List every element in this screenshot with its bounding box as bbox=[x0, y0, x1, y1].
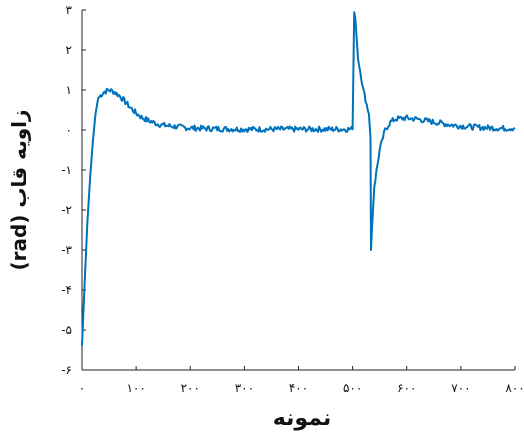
x-tick-label: ۸۰۰ bbox=[505, 381, 524, 395]
y-tick-label: -۴ bbox=[61, 283, 72, 297]
y-tick-label: ۳ bbox=[66, 3, 73, 17]
x-tick-label: ۰ bbox=[79, 381, 85, 395]
x-tick-label: ۳۰۰ bbox=[235, 381, 254, 395]
x-tick-label: ۴۰۰ bbox=[289, 381, 308, 395]
x-tick-label: ۶۰۰ bbox=[397, 381, 416, 395]
y-tick-label: -۲ bbox=[61, 203, 72, 217]
y-tick-label: ۱ bbox=[66, 83, 72, 97]
y-tick-label: -۵ bbox=[61, 323, 72, 337]
y-axis-title: زاویه قاب (rad) bbox=[7, 109, 31, 270]
y-tick-label: ۲ bbox=[66, 43, 72, 57]
y-tick-label: ۰ bbox=[66, 123, 72, 137]
x-axis-title: نمونه bbox=[273, 406, 331, 431]
y-tick-label: -۶ bbox=[61, 363, 72, 377]
plot-area bbox=[81, 11, 516, 347]
x-tick-label: ۵۰۰ bbox=[343, 381, 362, 395]
x-tick-label: ۱۰۰ bbox=[126, 381, 145, 395]
axes bbox=[81, 9, 516, 371]
series-line bbox=[81, 11, 516, 347]
x-tick-label: ۷۰۰ bbox=[451, 381, 470, 395]
x-tick-label: ۲۰۰ bbox=[181, 381, 200, 395]
tick-labels: ۰ ۱۰۰ ۲۰۰ ۳۰۰ ۴۰۰ ۵۰۰ ۶۰۰ ۷۰۰ ۸۰۰ ۳ ۲ ۱ ۰ -۱ -۲ -۳ -۴ -۵ -… bbox=[61, 3, 524, 395]
y-tick-label: -۳ bbox=[61, 243, 72, 257]
y-tick-label: -۱ bbox=[61, 163, 72, 177]
